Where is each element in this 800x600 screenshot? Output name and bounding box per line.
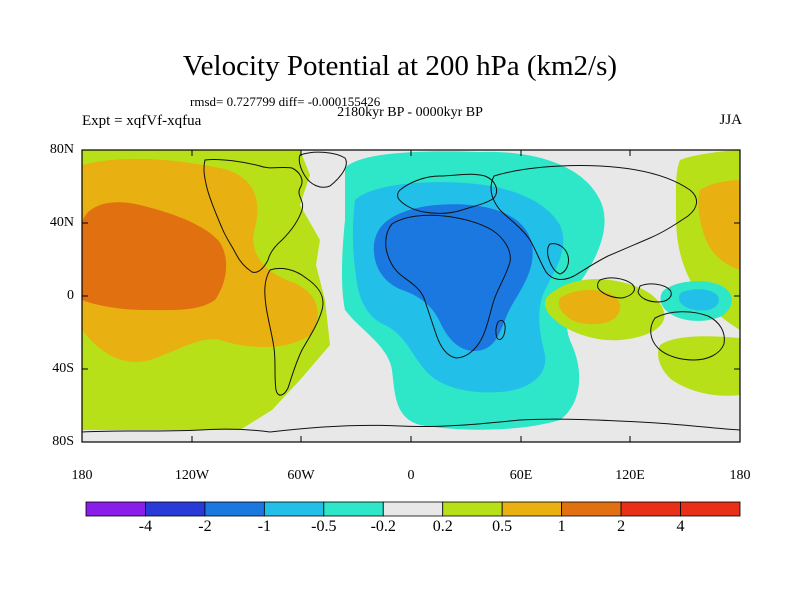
madagascar-coast bbox=[495, 319, 506, 341]
africa-coast bbox=[385, 214, 511, 359]
colorbar-label: -1 bbox=[257, 518, 272, 535]
lon-label-60w: 60W bbox=[287, 468, 315, 483]
antarctica-coast bbox=[269, 418, 740, 433]
axis-ticks bbox=[81, 149, 741, 443]
colorbar-box bbox=[85, 501, 146, 517]
colorbar-label: 2 bbox=[617, 518, 626, 535]
maritime-continent-coast bbox=[597, 277, 635, 299]
india-coast bbox=[547, 243, 569, 275]
colorbar-label: -0.5 bbox=[311, 518, 337, 535]
lat-label-40n: 40N bbox=[49, 215, 74, 230]
west-pacific-positive-mid-region bbox=[698, 180, 740, 270]
colorbar-box bbox=[620, 501, 681, 517]
lat-label-0: 0 bbox=[67, 288, 74, 303]
colorbar-label: -2 bbox=[198, 518, 212, 535]
colorbar-label: -0.2 bbox=[370, 518, 396, 535]
antarctica-coast-west bbox=[82, 428, 271, 433]
lat-label-40s: 40S bbox=[52, 361, 74, 376]
plot-title: Velocity Potential at 200 hPa (km2/s) bbox=[182, 50, 618, 82]
colorbar-label: 4 bbox=[676, 518, 685, 535]
south-america-coast bbox=[264, 267, 324, 396]
colorbar-box bbox=[323, 501, 384, 517]
new-guinea-coast bbox=[637, 283, 672, 303]
greenland-coast bbox=[298, 151, 347, 188]
period-label: 2180kyr BP - 0000kyr BP bbox=[337, 105, 483, 120]
experiment-label: Expt = xqfVf-xqfua bbox=[82, 113, 202, 129]
colorbar-label: 1 bbox=[557, 518, 566, 535]
coastlines bbox=[82, 151, 740, 433]
europe-coast bbox=[397, 173, 498, 214]
velocity-potential-field bbox=[82, 150, 740, 442]
north-america-coast bbox=[203, 159, 304, 273]
colorbar-label: 0.5 bbox=[492, 518, 513, 535]
colorbar-box bbox=[680, 501, 741, 517]
africa-negative-strong-region bbox=[373, 204, 533, 351]
lon-label-0: 0 bbox=[407, 468, 415, 483]
lon-label-60e: 60E bbox=[509, 468, 533, 483]
indian-ocean-positive-mid-region bbox=[558, 290, 621, 325]
asia-coast bbox=[490, 164, 697, 280]
lat-label-80n: 80N bbox=[49, 142, 74, 157]
west-pacific-negative-mid-region bbox=[678, 289, 719, 311]
pacific-positive-high-region bbox=[82, 202, 227, 311]
lon-label-180e: 180 bbox=[729, 468, 751, 483]
colorbar-label: -4 bbox=[138, 518, 153, 535]
lon-label-120e: 120E bbox=[615, 468, 645, 483]
colorbar-box bbox=[263, 501, 325, 517]
australia-coast bbox=[650, 311, 725, 361]
colorbar-box bbox=[145, 501, 206, 517]
lon-label-120w: 120W bbox=[174, 468, 210, 483]
lon-label-180w: 180 bbox=[71, 468, 93, 483]
colorbar-label: 0.2 bbox=[432, 518, 453, 535]
colorbar-box bbox=[501, 501, 563, 517]
season-label: JJA bbox=[719, 112, 742, 128]
stats-line: rmsd= 0.727799 diff= -0.000155426 bbox=[190, 94, 381, 109]
colorbar-box bbox=[204, 501, 265, 517]
colorbar bbox=[85, 501, 741, 517]
colorbar-box bbox=[561, 501, 622, 517]
colorbar-box bbox=[442, 501, 503, 517]
lat-label-80s: 80S bbox=[52, 434, 74, 449]
colorbar-box bbox=[382, 501, 444, 517]
